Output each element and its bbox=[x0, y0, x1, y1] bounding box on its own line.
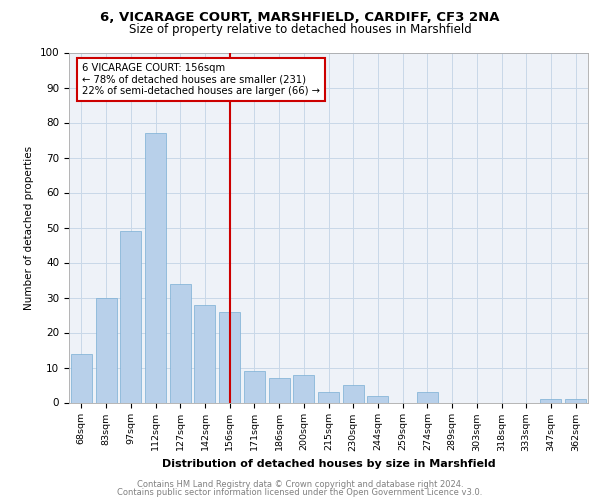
Bar bbox=[170, 284, 191, 403]
Y-axis label: Number of detached properties: Number of detached properties bbox=[24, 146, 34, 310]
Bar bbox=[293, 374, 314, 402]
Bar bbox=[194, 304, 215, 402]
Bar bbox=[541, 399, 562, 402]
Bar bbox=[71, 354, 92, 403]
Bar bbox=[269, 378, 290, 402]
X-axis label: Distribution of detached houses by size in Marshfield: Distribution of detached houses by size … bbox=[161, 459, 496, 469]
Bar bbox=[343, 385, 364, 402]
Text: Contains public sector information licensed under the Open Government Licence v3: Contains public sector information licen… bbox=[118, 488, 482, 497]
Text: Size of property relative to detached houses in Marshfield: Size of property relative to detached ho… bbox=[128, 22, 472, 36]
Bar bbox=[367, 396, 388, 402]
Bar bbox=[318, 392, 339, 402]
Bar bbox=[120, 231, 141, 402]
Bar bbox=[244, 371, 265, 402]
Bar bbox=[417, 392, 438, 402]
Text: 6, VICARAGE COURT, MARSHFIELD, CARDIFF, CF3 2NA: 6, VICARAGE COURT, MARSHFIELD, CARDIFF, … bbox=[100, 11, 500, 24]
Bar bbox=[219, 312, 240, 402]
Bar bbox=[565, 399, 586, 402]
Bar bbox=[95, 298, 116, 403]
Text: 6 VICARAGE COURT: 156sqm
← 78% of detached houses are smaller (231)
22% of semi-: 6 VICARAGE COURT: 156sqm ← 78% of detach… bbox=[82, 63, 320, 96]
Text: Contains HM Land Registry data © Crown copyright and database right 2024.: Contains HM Land Registry data © Crown c… bbox=[137, 480, 463, 489]
Bar bbox=[145, 133, 166, 402]
